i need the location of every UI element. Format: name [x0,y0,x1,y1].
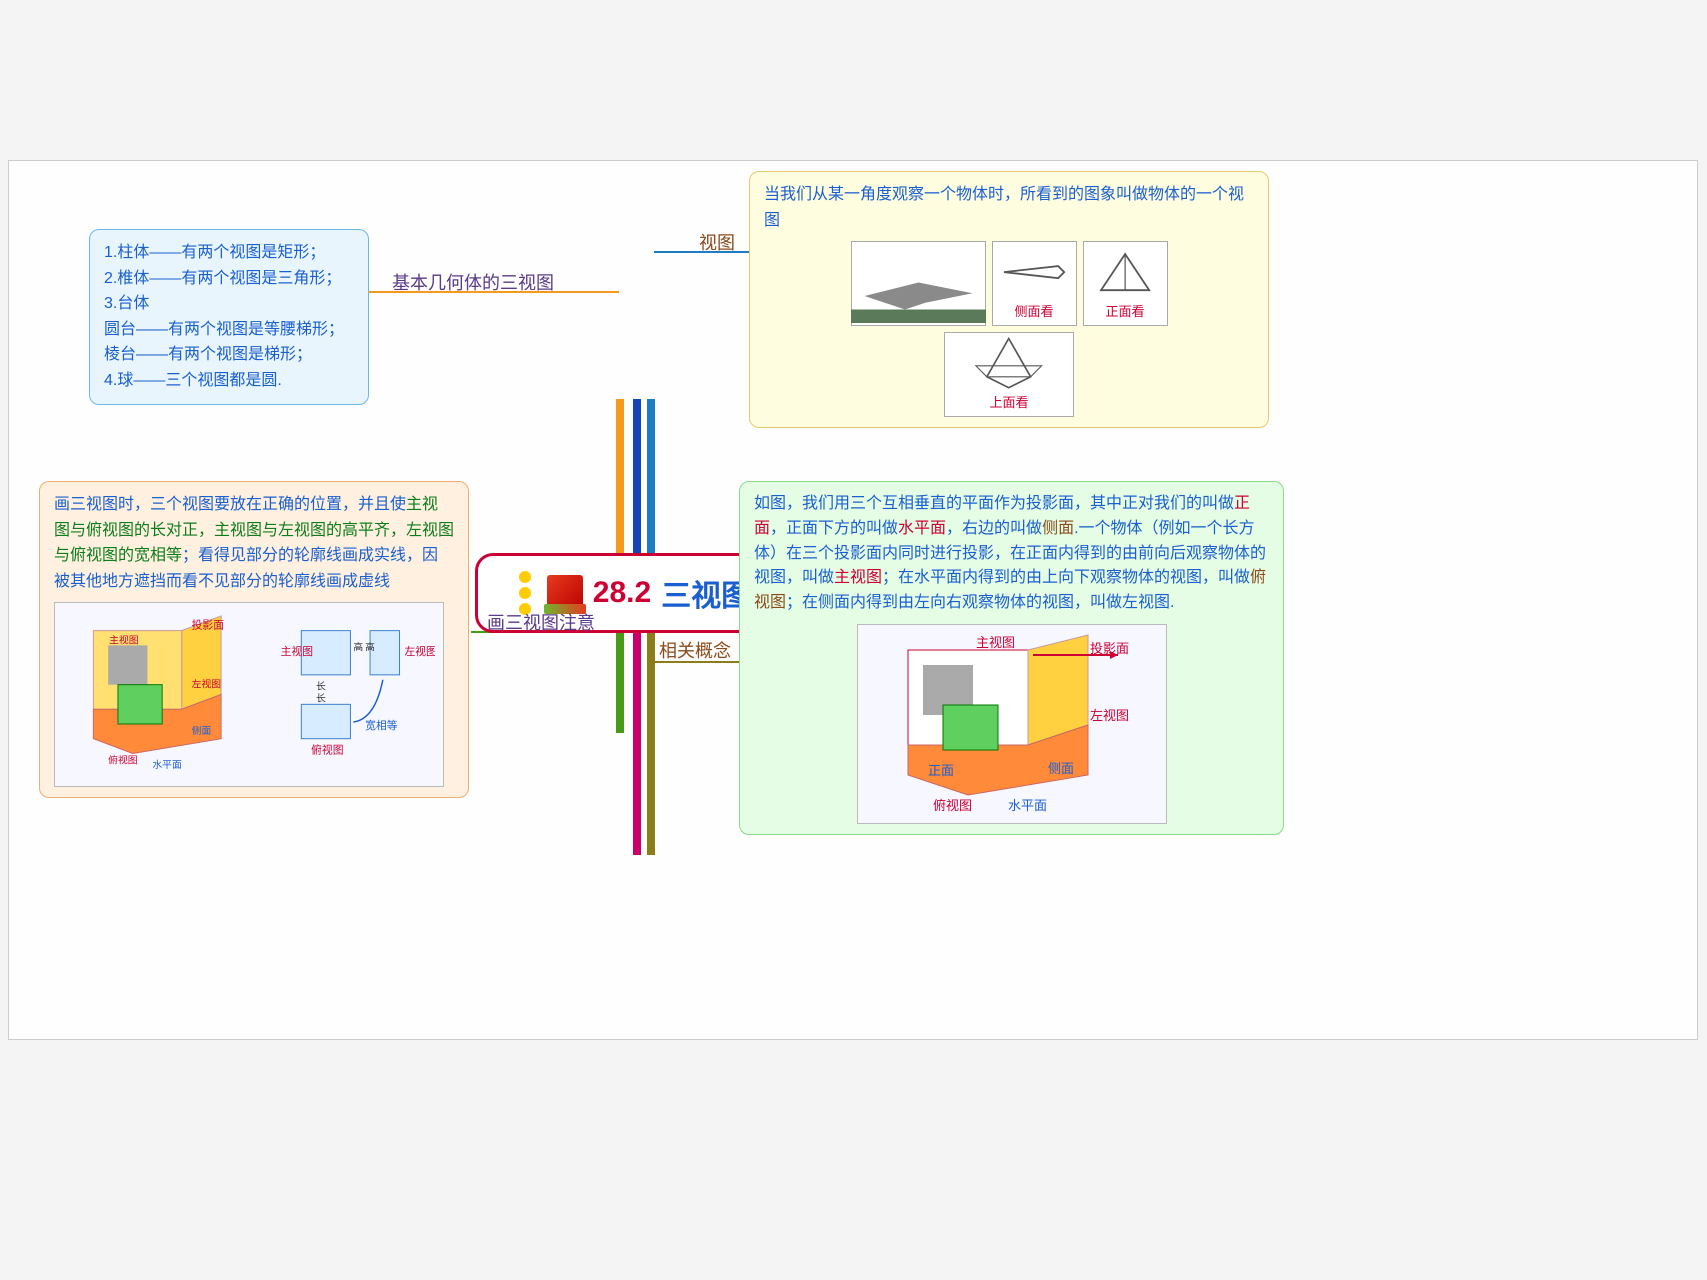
view-def-text: 当我们从某一角度观察一个物体时，所看到的图象叫做物体的一个视图 [764,182,1254,233]
svg-text:正面: 正面 [928,763,954,778]
svg-text:主视图: 主视图 [109,634,138,647]
spine-olive [647,633,655,855]
spine-orange [616,399,624,553]
svg-text:高: 高 [354,641,364,654]
svg-text:侧面: 侧面 [1048,761,1074,776]
line: 棱台——有两个视图是梯形； [104,342,354,368]
line: 3.台体 [104,291,354,317]
label-drawing-notes: 画三视图注意 [487,609,595,635]
plane-front: 正面看 [1083,241,1168,326]
plane-top: 上面看 [944,332,1074,417]
box-view-def[interactable]: 当我们从某一角度观察一个物体时，所看到的图象叫做物体的一个视图 侧面看 正面看 … [749,171,1269,428]
concepts-text: 如图，我们用三个互相垂直的平面作为投影面，其中正对我们的叫做正面，正面下方的叫做… [754,492,1269,616]
spine-blue [633,399,641,553]
label-concepts: 相关概念 [659,637,731,663]
box-basic-solids[interactable]: 1.柱体——有两个视图是矩形； 2.椎体——有两个视图是三角形； 3.台体 圆台… [89,229,369,405]
svg-text:宽相等: 宽相等 [365,718,398,732]
plane-photo [851,241,986,326]
svg-text:左视图: 左视图 [405,645,435,659]
plane-row: 侧面看 正面看 [764,241,1254,326]
line: 圆台——有两个视图是等腰梯形； [104,317,354,343]
spine-cyan [647,399,655,553]
svg-text:俯视图: 俯视图 [311,743,343,757]
center-title: 三视图 [661,571,751,615]
line: 2.椎体——有两个视图是三角形； [104,266,354,292]
svg-text:主视图: 主视图 [976,635,1015,650]
spine-green [616,633,624,733]
svg-text:左视图: 左视图 [1090,708,1129,723]
spine-pink [633,633,641,855]
3d-planes-icon: 主视图 投影面 左视图 正面 侧面 俯视图 水平面 [858,625,1168,825]
3view-dims-icon: 主视图 左视图 俯视图 高 高 长 长 宽相等 [276,611,435,778]
svg-text:长: 长 [316,681,326,693]
box-drawing-notes[interactable]: 画三视图时，三个视图要放在正确的位置，并且使主视图与俯视图的长对正，主视图与左视… [39,481,469,798]
svg-text:高: 高 [365,641,375,654]
label-view: 视图 [699,229,735,255]
box-concepts[interactable]: 如图，我们用三个互相垂直的平面作为投影面，其中正对我们的叫做正面，正面下方的叫做… [739,481,1284,835]
svg-text:投影面: 投影面 [1090,641,1129,656]
svg-text:水平面: 水平面 [1008,798,1047,813]
line: 4.球——三个视图都是圆. [104,368,354,394]
svg-text:侧面: 侧面 [192,724,212,737]
drawing-diagram-left: 投影面 主视图 左视图 侧面 俯视图 水平面 主视图 左视图 俯视图 高 高 长… [54,602,444,787]
svg-text:投影面: 投影面 [192,618,225,632]
center-number: 28.2 [593,576,651,610]
svg-text:俯视图: 俯视图 [108,754,137,767]
svg-text:水平面: 水平面 [152,760,182,772]
svg-text:俯视图: 俯视图 [933,798,972,813]
drawnotes-text: 画三视图时，三个视图要放在正确的位置，并且使主视图与俯视图的长对正，主视图与左视… [54,492,454,594]
concepts-diagram: 主视图 投影面 左视图 正面 侧面 俯视图 水平面 [857,624,1167,824]
svg-text:长: 长 [316,693,326,705]
svg-text:主视图: 主视图 [281,645,313,659]
plane-row2: 上面看 [764,326,1254,417]
label-basic-solids: 基本几何体的三视图 [392,269,554,295]
plane-side: 侧面看 [992,241,1077,326]
line: 1.柱体——有两个视图是矩形； [104,240,354,266]
svg-text:左视图: 左视图 [192,678,221,691]
book-icon [547,575,583,611]
3d-projection-icon: 投影面 主视图 左视图 侧面 俯视图 水平面 [63,611,261,778]
mindmap-canvas: 28.2 三视图 基本几何体的三视图 视图 画三视图注意 相关概念 1.柱体——有… [8,160,1698,1040]
